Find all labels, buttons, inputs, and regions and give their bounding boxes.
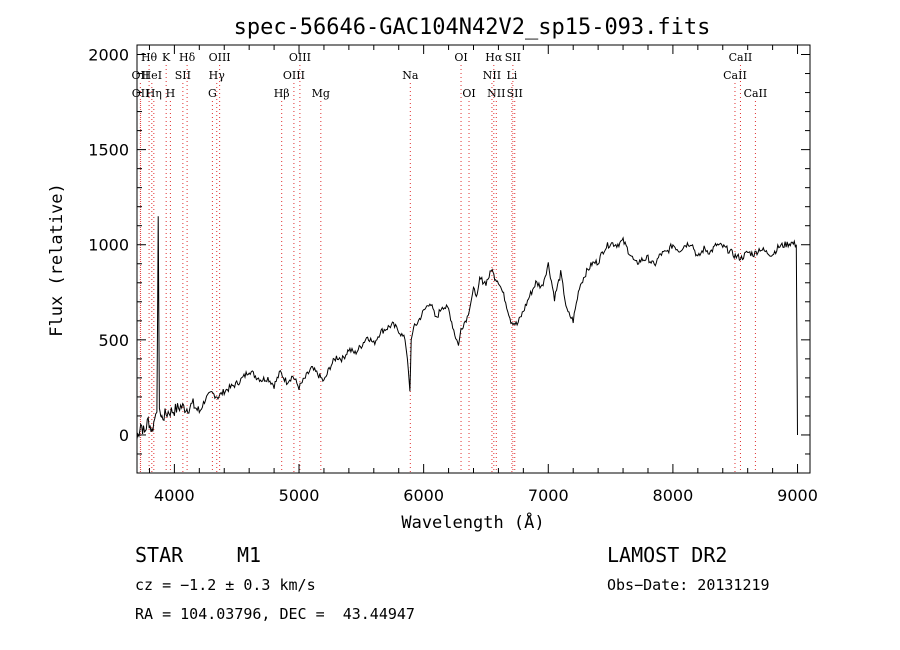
y-tick-label: 1000 xyxy=(88,236,129,255)
y-tick-label: 1500 xyxy=(88,141,129,160)
redshift-cz: cz = −1.2 ± 0.3 km/s xyxy=(135,576,316,594)
x-tick-label: 7000 xyxy=(528,486,569,505)
spectral-line-label: SII xyxy=(505,51,521,64)
spectral-line-label: Mg xyxy=(312,87,330,100)
x-tick-label: 4000 xyxy=(154,486,195,505)
spectral-line-label: OI xyxy=(454,51,467,64)
survey-name: LAMOST DR2 xyxy=(607,543,728,567)
spectral-line-label: NII xyxy=(483,69,501,82)
y-axis-label: Flux (relative) xyxy=(47,183,67,337)
spectral-line-label: HeI xyxy=(142,69,162,82)
observation-date: Obs−Date: 20131219 xyxy=(607,576,770,594)
spectral-line-label: OIII xyxy=(209,51,231,64)
spectral-line-label: SII xyxy=(507,87,523,100)
spectral-line-label: G xyxy=(208,87,217,100)
spectral-line-label: H xyxy=(166,87,176,100)
spectral-line-label: Hβ xyxy=(274,87,290,100)
coordinates: RA = 104.03796, DEC = 43.44947 xyxy=(135,605,415,623)
chart-axes: 4000 5000 6000 7000 8000 9000 0 500 1000 1500 2000 xyxy=(88,45,818,505)
spectral-line-label: OII xyxy=(132,69,150,82)
spectrum-series-line xyxy=(136,216,798,439)
spectral-line-label: OIII xyxy=(283,69,305,82)
x-tick-label: 8000 xyxy=(653,486,694,505)
x-tick-label: 9000 xyxy=(777,486,818,505)
spectral-line-label: Na xyxy=(402,69,419,82)
plot-frame xyxy=(136,44,811,474)
spectral-line-label: NII xyxy=(487,87,505,100)
spectral-line-label: OI xyxy=(462,87,475,100)
spectral-line-label: Hθ xyxy=(141,51,158,64)
spectral-line-label: Li xyxy=(506,69,517,82)
spectral-line-label: Hγ xyxy=(209,69,226,82)
spectral-subclass: M1 xyxy=(237,543,262,567)
y-tick-label: 500 xyxy=(98,331,129,350)
spectral-line-label: CaII xyxy=(729,51,753,64)
spectral-line-label: CaII xyxy=(744,87,768,100)
spectral-line-label: Hη xyxy=(146,87,162,100)
y-tick-label: 2000 xyxy=(88,46,129,65)
spectral-line-label: CaII xyxy=(723,69,747,82)
spectral-line-label: K xyxy=(162,51,171,64)
spectral-line-label: Hδ xyxy=(179,51,196,64)
spectral-line-label: OII xyxy=(132,87,150,100)
spectral-line-label: OIII xyxy=(289,51,311,64)
spectral-line-label: SII xyxy=(175,69,191,82)
x-tick-label: 5000 xyxy=(279,486,320,505)
y-tick-label: 0 xyxy=(119,426,129,445)
x-axis-label: Wavelength (Å) xyxy=(401,511,544,533)
chart-title: spec-56646-GAC104N42V2_sp15-093.fits xyxy=(234,15,711,40)
spectral-line-label: Hα xyxy=(485,51,503,64)
x-tick-label: 6000 xyxy=(403,486,444,505)
object-type: STAR xyxy=(135,543,184,567)
